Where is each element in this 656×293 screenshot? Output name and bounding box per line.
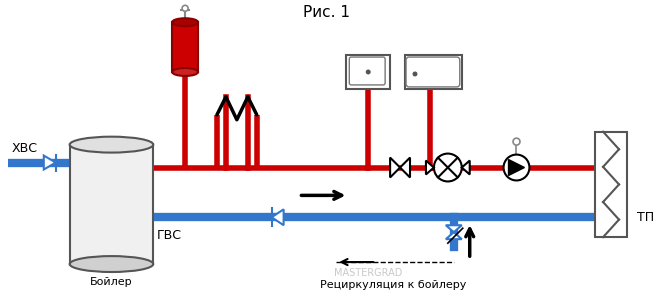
Text: ХВС: ХВС (12, 142, 38, 155)
FancyBboxPatch shape (349, 57, 385, 85)
Bar (595, 132, 627, 237)
Bar (346, 55, 390, 89)
Ellipse shape (70, 256, 154, 272)
Bar (172, 22, 198, 72)
Ellipse shape (70, 137, 154, 153)
Polygon shape (390, 158, 400, 178)
Text: ГВС: ГВС (157, 229, 182, 242)
FancyBboxPatch shape (406, 57, 460, 87)
Text: Бойлер: Бойлер (90, 277, 133, 287)
Circle shape (413, 71, 417, 76)
Circle shape (434, 154, 462, 181)
Bar (405, 55, 462, 89)
Polygon shape (462, 161, 470, 175)
Circle shape (513, 138, 520, 145)
Circle shape (366, 69, 371, 74)
Polygon shape (446, 232, 462, 239)
Polygon shape (446, 225, 462, 232)
Text: Рециркуляция к бойлеру: Рециркуляция к бойлеру (320, 280, 466, 290)
Ellipse shape (172, 68, 198, 76)
Polygon shape (272, 209, 283, 225)
Circle shape (504, 155, 529, 180)
Text: MASTERGRAD: MASTERGRAD (334, 268, 402, 278)
Text: Рис. 1: Рис. 1 (303, 5, 350, 20)
Polygon shape (508, 160, 524, 176)
Ellipse shape (172, 18, 198, 26)
Text: ТП: ТП (637, 211, 654, 224)
Polygon shape (426, 161, 434, 175)
Circle shape (182, 5, 188, 11)
Bar (70, 145, 154, 264)
Polygon shape (400, 158, 410, 178)
Polygon shape (44, 156, 56, 170)
